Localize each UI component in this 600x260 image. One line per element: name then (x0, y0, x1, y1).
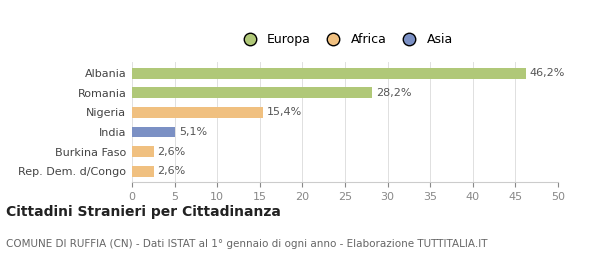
Bar (132, 107, 263, 118)
Text: 15,4%: 15,4% (266, 107, 302, 118)
Legend: Europa, Africa, Asia: Europa, Africa, Asia (235, 30, 455, 48)
Bar (132, 68, 526, 79)
Bar (132, 127, 175, 137)
Bar (132, 146, 154, 157)
Text: 2,6%: 2,6% (158, 147, 186, 157)
Bar (132, 166, 154, 177)
Text: 46,2%: 46,2% (529, 68, 565, 78)
Text: 2,6%: 2,6% (158, 166, 186, 176)
Text: COMUNE DI RUFFIA (CN) - Dati ISTAT al 1° gennaio di ogni anno - Elaborazione TUT: COMUNE DI RUFFIA (CN) - Dati ISTAT al 1°… (6, 239, 487, 249)
Text: 28,2%: 28,2% (376, 88, 411, 98)
Bar (132, 87, 372, 98)
Text: Cittadini Stranieri per Cittadinanza: Cittadini Stranieri per Cittadinanza (6, 205, 281, 219)
Text: 5,1%: 5,1% (179, 127, 207, 137)
